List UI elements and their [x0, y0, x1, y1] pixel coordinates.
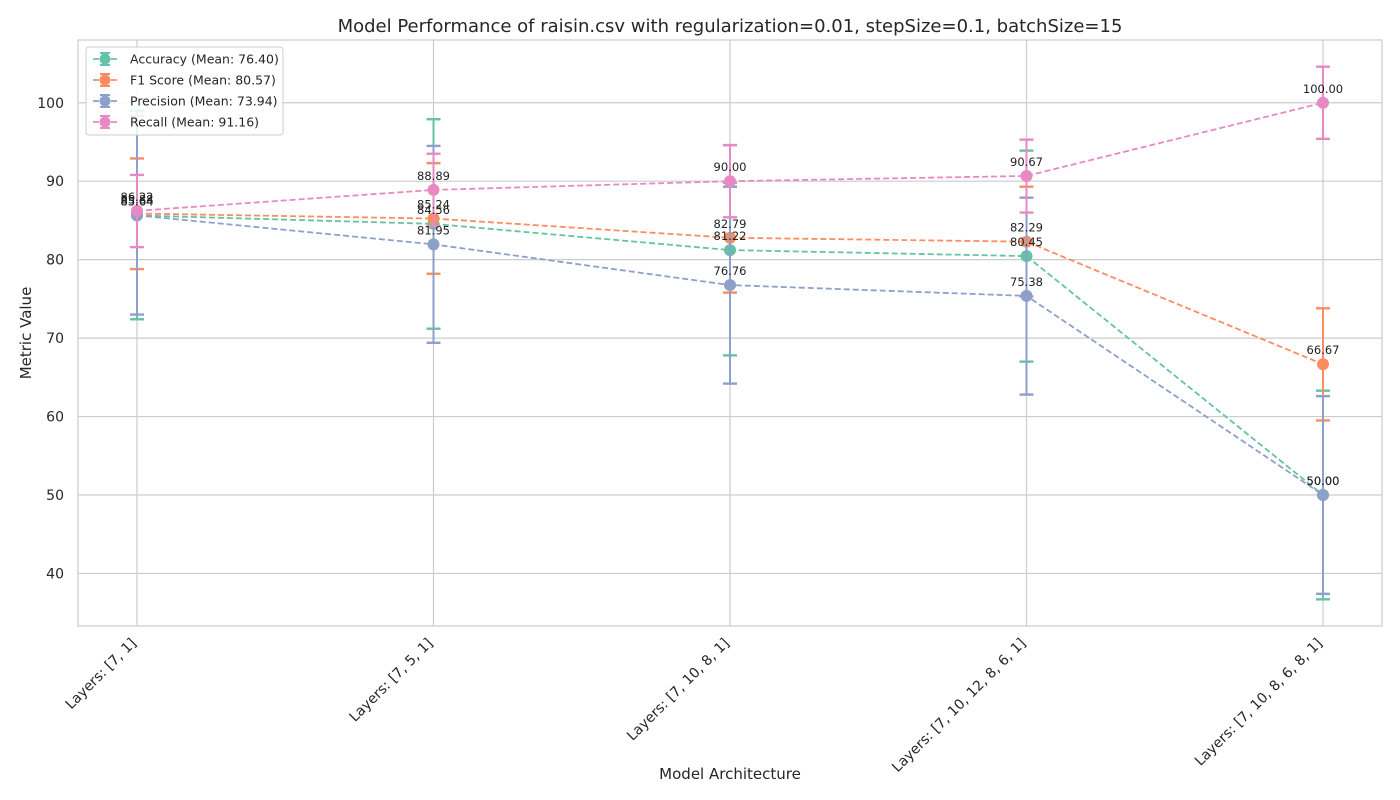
data-point [1317, 488, 1329, 501]
data-label: 50.00 [1307, 474, 1340, 488]
chart-title: Model Performance of raisin.csv with reg… [338, 16, 1123, 37]
data-label: 84.56 [417, 203, 450, 217]
legend-marker [99, 116, 111, 128]
data-label: 66.67 [1307, 343, 1340, 357]
data-point [1317, 96, 1329, 109]
data-point [427, 238, 440, 251]
data-label: 90.67 [1010, 155, 1043, 169]
legend-item: Recall (Mean: 91.16) [93, 115, 259, 130]
data-labels: 85.64 84.56 81.22 80.45 50.00 85.88 85.24 82.79… [121, 82, 1344, 488]
data-point [131, 204, 143, 217]
y-tick-label: 100 [37, 96, 64, 112]
data-label: 76.76 [714, 264, 747, 278]
legend-box [85, 46, 284, 136]
data-point [1020, 169, 1033, 182]
y-tick-label: 90 [46, 174, 64, 190]
legend-marker [99, 95, 111, 107]
x-axis-label: Model Architecture [659, 765, 801, 783]
legend-label: Precision (Mean: 73.94) [130, 94, 278, 109]
series-line [136, 101, 1324, 212]
legend-item: Precision (Mean: 73.94) [93, 94, 278, 109]
x-tick-label: Layers: [7, 10, 8, 1] [624, 636, 733, 745]
data-point [724, 175, 736, 188]
data-point [724, 279, 736, 292]
data-label: 86.22 [121, 190, 154, 204]
data-label: 85.24 [417, 198, 450, 212]
x-tick-label: Layers: [7, 5, 1] [347, 636, 437, 726]
data-point [1317, 358, 1329, 371]
y-tick-label: 70 [46, 331, 64, 347]
data-label: 81.22 [714, 229, 747, 243]
data-point [427, 183, 440, 196]
data-label: 81.95 [417, 223, 450, 237]
data-label: 85.88 [121, 193, 154, 207]
x-tick-label: Layers: [7, 10, 12, 8, 6, 1] [889, 636, 1029, 776]
legend: Accuracy (Mean: 76.40) F1 Score (Mean: 80… [85, 46, 284, 136]
legend-label: Accuracy (Mean: 76.40) [130, 52, 279, 67]
x-axis-ticks: Layers: [7, 1] Layers: [7, 5, 1] Layers: [… [63, 636, 1326, 776]
x-tick-label: Layers: [7, 1] [63, 636, 140, 713]
data-label: 82.79 [714, 217, 747, 231]
data-label: 88.89 [417, 169, 450, 183]
data-label: 80.45 [1010, 235, 1043, 249]
legend-marker [99, 53, 111, 65]
data-label: 85.64 [121, 194, 154, 208]
data-label: 82.29 [1010, 221, 1043, 235]
y-axis-label: Metric Value [17, 287, 35, 380]
y-axis-ticks: 40 50 60 70 80 90 100 [37, 96, 64, 583]
x-tick-label: Layers: [7, 10, 8, 6, 8, 1] [1192, 636, 1326, 770]
data-label: 75.38 [1010, 275, 1043, 289]
y-tick-label: 50 [46, 488, 64, 504]
legend-label: Recall (Mean: 91.16) [130, 115, 259, 130]
legend-label: F1 Score (Mean: 80.57) [130, 73, 276, 88]
data-label: 90.00 [714, 160, 747, 174]
y-tick-label: 40 [46, 566, 64, 582]
series-3 [130, 65, 1330, 249]
data-label: 100.00 [1303, 82, 1343, 96]
legend-item: Accuracy (Mean: 76.40) [93, 52, 279, 67]
y-tick-label: 60 [46, 410, 64, 426]
legend-marker [99, 74, 111, 86]
plot-frame [77, 39, 1383, 627]
legend-item: F1 Score (Mean: 80.57) [93, 73, 276, 88]
data-label: 85.64 [121, 194, 154, 208]
y-tick-label: 80 [46, 253, 64, 269]
data-point [1020, 289, 1033, 302]
data-label: 50.00 [1307, 474, 1340, 488]
series-layer [130, 65, 1330, 601]
